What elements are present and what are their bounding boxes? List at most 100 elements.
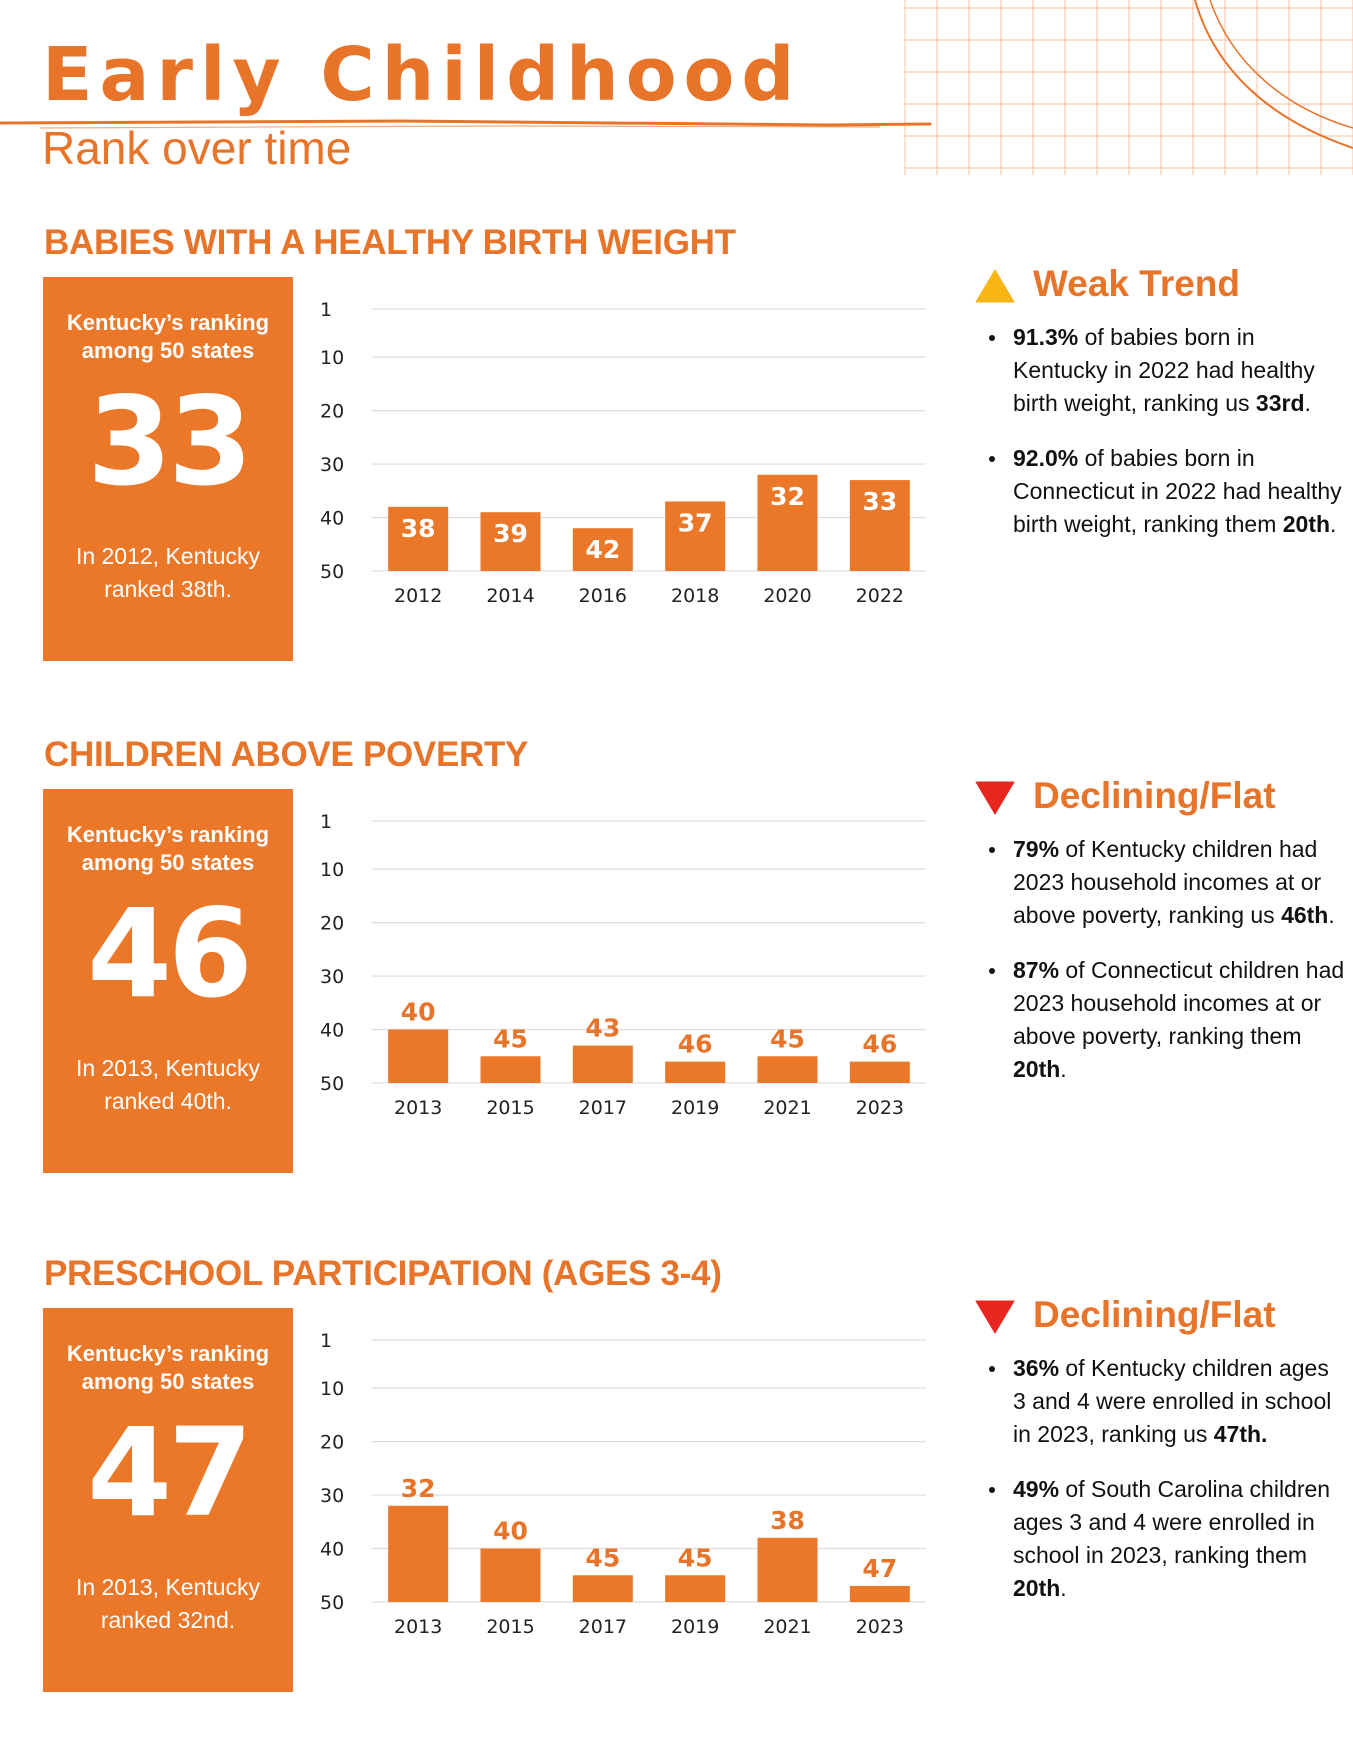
bar (665, 501, 726, 571)
header-decoration (0, 0, 1353, 175)
section-heading: CHILDREN ABOVE POVERTY (44, 735, 529, 774)
y-tick-label: 30 (320, 1485, 344, 1507)
rank-bar-chart: 1 10 20 30 40 50 40 2013 45 2015 43 2017 46 2019 45 202… (320, 811, 926, 1119)
rank-label: Kentucky’s ranking among 50 states (66, 1341, 270, 1394)
bar (572, 528, 633, 571)
rank-value: 46 (87, 883, 253, 1025)
rank-box: Kentucky’s ranking among 50 states 47 In… (43, 1308, 293, 1692)
fact-item: 92.0% of babies born in Connecticut in 2… (985, 442, 1345, 541)
data-label: 43 (585, 1014, 620, 1043)
section-preschool: PRESCHOOL PARTICIPATION (AGES 3-4) Kentu… (0, 1256, 1353, 1736)
data-label: 47 (862, 1554, 897, 1583)
trend-indicator: Declining/Flat (975, 1296, 1345, 1346)
bar (572, 1045, 633, 1083)
data-label: 32 (770, 482, 805, 511)
data-label: 37 (678, 508, 713, 537)
trend-label: Weak Trend (1033, 263, 1241, 304)
fact-item: 36% of Kentucky children ages 3 and 4 we… (985, 1352, 1345, 1451)
rank-box: Kentucky’s ranking among 50 states 46 In… (43, 789, 293, 1173)
data-label: 32 (401, 1474, 436, 1503)
brush-stroke (39, 125, 881, 129)
bar (849, 1585, 910, 1602)
y-tick-label: 1 (320, 811, 332, 833)
page-subtitle: Rank over time (42, 122, 352, 174)
trend-indicator: Declining/Flat (975, 777, 1345, 827)
y-tick-label: 10 (320, 1378, 344, 1400)
section-heading: PRESCHOOL PARTICIPATION (AGES 3-4) (44, 1254, 722, 1293)
down-triangle-icon (975, 1300, 1015, 1334)
x-tick-label: 2015 (486, 1097, 534, 1119)
y-tick-label: 50 (320, 1073, 344, 1095)
data-label: 40 (401, 998, 436, 1027)
x-tick-label: 2014 (486, 585, 534, 607)
fact-item: 49% of South Carolina children ages 3 an… (985, 1473, 1345, 1605)
y-tick-label: 30 (320, 966, 344, 988)
bar (757, 474, 818, 571)
data-label: 46 (678, 1030, 713, 1059)
data-label: 38 (401, 514, 436, 543)
fact-item: 79% of Kentucky children had 2023 househ… (985, 833, 1345, 932)
y-tick-label: 40 (320, 508, 344, 530)
data-label: 42 (585, 535, 620, 564)
bar (480, 1548, 541, 1602)
y-tick-label: 30 (320, 454, 344, 476)
y-tick-label: 40 (320, 1020, 344, 1042)
bar (480, 1056, 541, 1083)
x-tick-label: 2019 (671, 1097, 719, 1119)
x-tick-label: 2013 (394, 1616, 442, 1638)
trend-indicator: Weak Trend (975, 265, 1345, 315)
fact-tail: . (1330, 511, 1337, 537)
x-tick-label: 2023 (856, 1616, 904, 1638)
fact-stat: 49% (1013, 1476, 1060, 1502)
fact-tail: . (1328, 902, 1335, 928)
trend-label: Declining/Flat (1033, 775, 1276, 816)
y-tick-label: 20 (320, 401, 344, 423)
rank-label: Kentucky’s ranking among 50 states (66, 310, 270, 363)
fact-text: of babies born in Connecticut in 2022 ha… (1013, 445, 1342, 537)
x-tick-label: 2019 (671, 1616, 719, 1638)
x-tick-label: 2015 (486, 1616, 534, 1638)
y-tick-label: 20 (320, 913, 344, 935)
x-tick-label: 2021 (763, 1616, 811, 1638)
data-label: 38 (770, 1506, 805, 1535)
rank-box: Kentucky’s ranking among 50 states 33 In… (43, 277, 293, 661)
bar (849, 1061, 910, 1083)
data-label: 40 (493, 1517, 528, 1546)
bar (480, 512, 541, 571)
bar (388, 1505, 449, 1602)
y-tick-label: 10 (320, 859, 344, 881)
fact-tail: . (1060, 1575, 1067, 1601)
fact-rank: 46th (1281, 902, 1329, 928)
fact-rank: 20th (1282, 511, 1331, 537)
fact-list: 91.3% of babies born in Kentucky in 2022… (985, 321, 1345, 563)
fact-stat: 92.0% (1013, 445, 1079, 471)
fact-text: of Kentucky children had 2023 household … (1013, 836, 1322, 928)
fact-list: 36% of Kentucky children ages 3 and 4 we… (985, 1352, 1345, 1627)
bar (757, 1537, 818, 1602)
bar (849, 480, 910, 571)
fact-rank: 33rd (1255, 390, 1305, 416)
fact-text: of Kentucky children ages 3 and 4 were e… (1013, 1355, 1332, 1447)
data-label: 45 (493, 1024, 528, 1053)
x-tick-label: 2017 (579, 1097, 627, 1119)
fact-text: of South Carolina children ages 3 and 4 … (1013, 1476, 1331, 1568)
down-triangle-icon (975, 781, 1015, 815)
y-tick-label: 40 (320, 1539, 344, 1561)
bar (388, 506, 449, 571)
trend-label: Declining/Flat (1033, 1294, 1276, 1335)
x-tick-label: 2016 (579, 585, 627, 607)
rank-note: In 2013, Kentucky ranked 32nd. (75, 1574, 261, 1633)
rank-label: Kentucky’s ranking among 50 states (66, 822, 270, 875)
decorative-grid (904, 0, 1353, 175)
fact-tail: . (1060, 1056, 1067, 1082)
fact-list: 79% of Kentucky children had 2023 househ… (985, 833, 1345, 1108)
x-tick-label: 2021 (763, 1097, 811, 1119)
section-heading: BABIES WITH A HEALTHY BIRTH WEIGHT (44, 223, 736, 262)
fact-tail: . (1304, 390, 1311, 416)
fact-stat: 36% (1013, 1355, 1060, 1381)
x-tick-label: 2017 (579, 1616, 627, 1638)
bar (388, 1029, 449, 1083)
section-birth-weight: BABIES WITH A HEALTHY BIRTH WEIGHT Kentu… (0, 225, 1353, 705)
x-tick-label: 2023 (856, 1097, 904, 1119)
fact-text: of babies born in Kentucky in 2022 had h… (1013, 324, 1315, 416)
